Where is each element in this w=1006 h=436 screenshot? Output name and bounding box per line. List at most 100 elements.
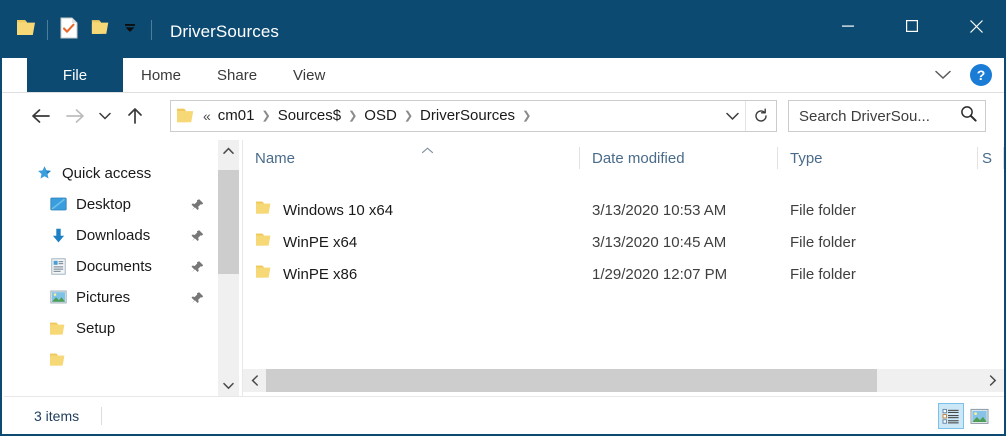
folder-icon <box>48 321 68 337</box>
breadcrumb: « cm01 ❯ Sources$ ❯ OSD ❯ DriverSources … <box>200 101 719 131</box>
file-list-horizontal-scrollbar[interactable] <box>243 369 1004 392</box>
column-header-label: Name <box>255 149 296 167</box>
scrollbar-thumb[interactable] <box>218 170 239 274</box>
pictures-icon <box>48 290 68 305</box>
navigation-pane-scrollbar[interactable] <box>218 140 239 396</box>
tab-share[interactable]: Share <box>217 66 258 84</box>
file-name: WinPE x86 <box>283 265 358 283</box>
breadcrumb-chevron-icon-0[interactable]: ❯ <box>261 110 271 122</box>
table-row[interactable]: WinPE x86 1/29/2020 12:07 PM File folder <box>243 258 1004 290</box>
close-button[interactable] <box>944 2 1004 50</box>
pin-icon[interactable] <box>191 198 204 211</box>
search-box[interactable] <box>788 100 986 132</box>
sidebar-item-setup[interactable]: Setup <box>4 313 218 344</box>
maximize-button[interactable] <box>880 2 944 50</box>
help-icon[interactable]: ? <box>970 64 992 86</box>
refresh-icon[interactable] <box>745 101 776 131</box>
search-icon[interactable] <box>960 105 977 127</box>
sidebar-item-quick-access[interactable]: Quick access <box>4 158 218 189</box>
file-name: WinPE x64 <box>283 233 358 251</box>
qat-divider-1 <box>47 20 48 40</box>
column-header-label: S <box>982 149 993 167</box>
documents-icon <box>48 258 68 275</box>
breadcrumb-item-0[interactable]: cm01 <box>217 107 255 124</box>
column-header-date-modified[interactable]: Date modified <box>580 140 778 176</box>
properties-icon[interactable] <box>59 17 79 44</box>
window-title: DriverSources <box>170 22 279 41</box>
tab-file[interactable]: File <box>27 58 123 92</box>
scroll-down-arrow-icon[interactable] <box>218 375 239 396</box>
sidebar-item-label: Documents <box>76 258 152 275</box>
new-folder-icon[interactable] <box>91 18 111 42</box>
pin-icon[interactable] <box>191 291 204 304</box>
column-header-type[interactable]: Type <box>778 140 978 176</box>
sidebar-item-label: Desktop <box>76 196 132 213</box>
qat-divider-2 <box>151 20 152 40</box>
view-mode-buttons <box>938 403 992 429</box>
scroll-left-arrow-icon[interactable] <box>243 369 266 392</box>
scrollbar-thumb[interactable] <box>266 369 877 392</box>
downloads-icon <box>48 228 68 244</box>
breadcrumb-item-2[interactable]: OSD <box>364 107 397 124</box>
pin-icon[interactable] <box>191 229 204 242</box>
file-date-modified: 3/13/2020 10:45 AM <box>592 233 727 251</box>
folder-icon <box>255 200 273 220</box>
sidebar-item-label: Quick access <box>62 165 152 182</box>
scroll-right-arrow-icon[interactable] <box>981 369 1004 392</box>
folder-icon[interactable] <box>16 18 38 43</box>
title-bar: DriverSources <box>2 2 1004 58</box>
folder-icon <box>255 264 273 284</box>
details-view-button[interactable] <box>938 403 964 429</box>
scrollbar-track[interactable] <box>266 369 981 392</box>
recent-locations-button[interactable] <box>92 99 118 133</box>
sidebar-item-downloads[interactable]: Downloads <box>4 220 218 251</box>
chevron-down-icon[interactable] <box>930 62 956 88</box>
column-header-label: Type <box>790 149 823 167</box>
column-header-size[interactable]: S <box>978 140 1004 176</box>
customize-dropdown-icon[interactable] <box>123 21 137 40</box>
breadcrumb-chevron-icon-3[interactable]: ❯ <box>522 110 532 122</box>
ribbon-tab-bar: File Home Share View ? <box>2 58 1004 93</box>
sort-ascending-icon <box>421 141 434 158</box>
sidebar-item-label: Setup <box>76 320 116 337</box>
address-folder-icon <box>176 107 196 125</box>
nav-buttons <box>24 97 152 135</box>
scroll-up-arrow-icon[interactable] <box>218 140 239 161</box>
sidebar-item-documents[interactable]: Documents <box>4 251 218 282</box>
status-bar: 3 items <box>4 396 1004 434</box>
file-list-pane: Name Date modified Type S <box>243 140 1004 396</box>
tab-view[interactable]: View <box>293 66 326 84</box>
sidebar-item-pictures[interactable]: Pictures <box>4 282 218 313</box>
breadcrumb-item-1[interactable]: Sources$ <box>277 107 342 124</box>
address-bar[interactable]: « cm01 ❯ Sources$ ❯ OSD ❯ DriverSources … <box>170 100 777 132</box>
address-dropdown-icon[interactable] <box>719 101 745 131</box>
minimize-button[interactable] <box>816 2 880 50</box>
column-header-name[interactable]: Name <box>243 140 580 176</box>
breadcrumb-chevron-icon-1[interactable]: ❯ <box>348 110 358 122</box>
pin-icon[interactable] <box>191 260 204 273</box>
up-button[interactable] <box>118 99 152 133</box>
sidebar-item-desktop[interactable]: Desktop <box>4 189 218 220</box>
pane-splitter[interactable] <box>242 140 243 396</box>
file-date-modified: 1/29/2020 12:07 PM <box>592 265 728 283</box>
status-divider <box>101 407 103 425</box>
forward-button[interactable] <box>58 99 92 133</box>
sidebar-item-clipped[interactable] <box>4 344 218 375</box>
window-controls <box>816 2 1004 50</box>
navigation-pane: Quick access Desktop Downl <box>4 140 218 396</box>
breadcrumb-chevron-icon-2[interactable]: ❯ <box>403 110 414 122</box>
column-header-label: Date modified <box>592 149 685 167</box>
table-row[interactable]: Windows 10 x64 3/13/2020 10:53 AM File f… <box>243 194 1004 226</box>
search-input[interactable] <box>797 106 960 126</box>
quick-access-star-icon <box>34 165 54 182</box>
tab-home[interactable]: Home <box>141 66 182 84</box>
quick-access-toolbar <box>16 16 161 44</box>
back-button[interactable] <box>24 99 58 133</box>
item-count-label: 3 items <box>34 408 80 424</box>
large-icons-view-button[interactable] <box>966 403 992 429</box>
breadcrumb-item-3[interactable]: DriverSources <box>420 107 516 124</box>
file-type: File folder <box>790 201 856 219</box>
table-row[interactable]: WinPE x64 3/13/2020 10:45 AM File folder <box>243 226 1004 258</box>
breadcrumb-overflow[interactable]: « <box>203 108 211 124</box>
